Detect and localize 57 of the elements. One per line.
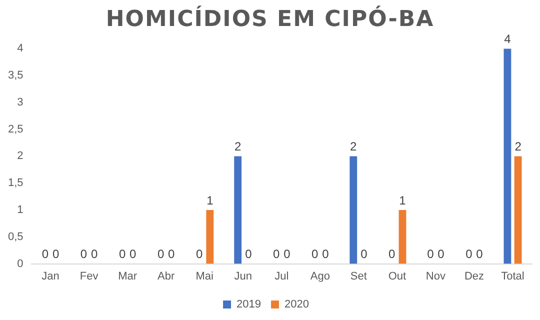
data-label: 2 [234, 140, 242, 154]
data-label: 0 [42, 247, 49, 262]
data-label: 0 [52, 247, 60, 262]
x-tick-label: Fev [80, 270, 99, 282]
y-tick-label: 3,5 [8, 70, 24, 82]
bar [206, 210, 214, 264]
data-label: 0 [476, 247, 484, 262]
data-label: 2 [514, 140, 522, 154]
x-tick-label: Mai [196, 270, 214, 282]
data-label: 0 [427, 247, 434, 262]
data-label: 0 [157, 247, 164, 262]
bar [514, 156, 522, 264]
x-tick-label: Dez [464, 270, 484, 282]
data-label: 0 [322, 247, 330, 262]
bar [234, 156, 242, 264]
x-tick-label: Jan [42, 270, 60, 282]
data-label: 0 [80, 247, 88, 262]
x-tick-label: Mar [118, 270, 138, 282]
data-label: 0 [168, 247, 176, 262]
bar [398, 210, 406, 264]
data-label: 0 [273, 247, 280, 262]
data-label: 1 [399, 193, 406, 208]
y-tick-label: 0,5 [8, 230, 24, 243]
data-label: 0 [130, 247, 137, 262]
x-tick-label: Total [501, 270, 524, 282]
data-label: 0 [438, 247, 445, 262]
legend-label: 2019 [236, 298, 262, 311]
data-label: 4 [504, 32, 512, 46]
y-tick-label: 1 [17, 204, 24, 216]
data-label: 0 [91, 247, 98, 262]
data-label: 1 [206, 193, 214, 208]
y-tick-label: 4 [17, 42, 24, 55]
x-tick-label: Ago [310, 270, 330, 282]
y-tick-label: 0 [17, 258, 24, 270]
chart-title: HOMICÍDIOS EM CIPÓ-BA [106, 7, 434, 32]
y-tick-label: 2 [17, 150, 24, 162]
data-label: 0 [196, 247, 203, 262]
bar [350, 156, 358, 264]
data-label: 0 [118, 247, 126, 262]
y-tick-label: 1,5 [8, 177, 24, 190]
x-tick-label: Abr [158, 270, 175, 282]
x-tick-label: Out [388, 270, 406, 282]
data-label: 0 [312, 247, 319, 262]
data-label: 0 [388, 247, 396, 262]
data-label: 0 [466, 247, 473, 262]
y-tick-label: 2,5 [8, 123, 24, 136]
data-label: 0 [245, 247, 252, 262]
legend-label: 2020 [284, 298, 309, 311]
x-tick-label: Jul [274, 270, 289, 282]
data-label: 2 [350, 140, 358, 154]
x-tick-label: Jun [234, 270, 252, 282]
x-tick-label: Set [350, 270, 367, 282]
data-label: 0 [360, 247, 368, 262]
y-tick-label: 3 [17, 96, 24, 108]
bar [504, 48, 512, 264]
x-tick-label: Nov [426, 270, 446, 282]
data-label: 0 [284, 247, 291, 262]
